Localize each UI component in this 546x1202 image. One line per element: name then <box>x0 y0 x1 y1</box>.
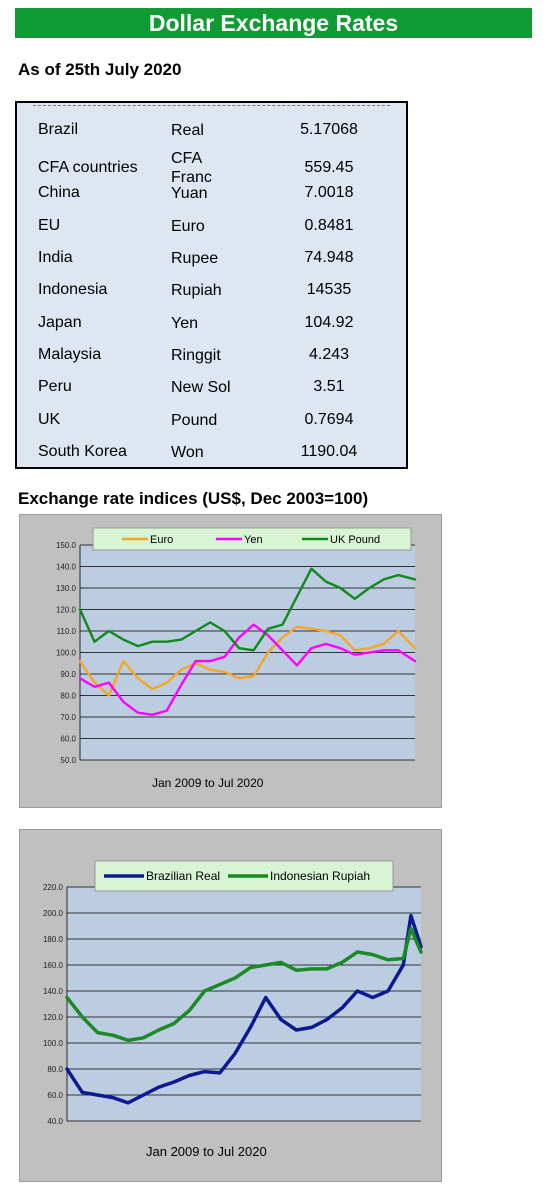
y-tick-label: 100.0 <box>56 649 77 658</box>
currency-cell: Euro <box>171 218 205 235</box>
y-tick-label: 140.0 <box>43 987 64 996</box>
series-line-euro <box>78 625 417 697</box>
rate-cell: 74.948 <box>304 249 354 266</box>
chart-1: 150.0 140.0 130.0 120.0 110.0 100.0 90.0 80.0 70… <box>56 527 417 790</box>
country-cell: Peru <box>38 378 72 395</box>
currency-cell: Rupee <box>171 250 219 267</box>
chart-panel-1: 150.0 140.0 130.0 120.0 110.0 100.0 90.0 80.0 70… <box>19 514 442 808</box>
legend-label: Indonesian Rupiah <box>270 869 370 883</box>
x-axis-caption: Jan 2009 to Jul 2020 <box>152 776 264 790</box>
y-tick-label: 120.0 <box>56 606 77 615</box>
legend-label: Yen <box>244 534 263 546</box>
country-cell: India <box>38 249 73 266</box>
rate-cell: 7.0018 <box>304 184 354 201</box>
country-cell: EU <box>38 217 61 234</box>
rate-cell: 14535 <box>306 281 352 298</box>
y-tick-label: 110.0 <box>57 627 77 636</box>
plot-area <box>67 887 421 1121</box>
country-cell: Malaysia <box>38 346 102 363</box>
country-cell: UK <box>38 411 61 428</box>
rate-cell: 3.51 <box>313 378 345 395</box>
y-tick-label: 180.0 <box>43 935 64 944</box>
currency-cell: New Sol <box>171 379 231 396</box>
country-cell: Brazil <box>38 121 79 138</box>
currency-cell: Real <box>171 122 204 139</box>
legend-label: Euro <box>150 534 173 546</box>
y-tick-label: 60.0 <box>47 1091 63 1100</box>
country-cell: Japan <box>38 314 82 331</box>
page-title: Dollar Exchange Rates <box>148 10 399 36</box>
series-line-brazilian-real <box>65 913 423 1105</box>
y-tick-label: 80.0 <box>60 692 76 701</box>
country-cell: China <box>38 184 80 201</box>
legend-box <box>92 527 412 551</box>
country-cell: CFA countries <box>38 159 138 176</box>
rate-cell: 4.243 <box>308 346 350 363</box>
page-title-banner: Dollar Exchange Rates <box>15 8 532 38</box>
country-cell: South Korea <box>38 443 127 460</box>
y-tick-label: 60.0 <box>60 735 76 744</box>
y-tick-label: 120.0 <box>43 1013 64 1022</box>
y-tick-label: 200.0 <box>43 909 64 918</box>
y-tick-label: 70.0 <box>60 713 76 722</box>
legend-label: UK Pound <box>330 534 380 546</box>
country-cell: Indonesia <box>38 281 108 298</box>
rate-cell: 0.7694 <box>304 411 354 428</box>
indices-section-title: Exchange rate indices (US$, Dec 2003=100… <box>18 489 369 508</box>
chart-2: 220.0 200.0 180.0 160.0 140.0 120.0 100.0 80.0 6… <box>43 860 423 1159</box>
legend-label: Brazilian Real <box>146 869 220 883</box>
rate-cell: 559.45 <box>304 159 354 176</box>
table-top-rule <box>33 105 390 106</box>
series-line-yen <box>78 623 417 717</box>
y-tick-label: 80.0 <box>47 1065 63 1074</box>
x-axis-caption: Jan 2009 to Jul 2020 <box>146 1144 267 1159</box>
currency-cell: Rupiah <box>171 282 222 299</box>
currency-cell: Pound <box>171 412 218 429</box>
y-tick-label: 160.0 <box>43 961 64 970</box>
rates-table: Brazil Real 5.17068 CFA countries CFA Franc 5… <box>15 101 408 469</box>
rate-cell: 104.92 <box>304 314 354 331</box>
chart-panel-2: 220.0 200.0 180.0 160.0 140.0 120.0 100.0 80.0 6… <box>19 829 442 1182</box>
y-tick-label: 90.0 <box>60 670 76 679</box>
y-tick-label: 220.0 <box>43 883 64 892</box>
rate-cell: 5.17068 <box>300 121 358 138</box>
rate-cell: 0.8481 <box>304 217 354 234</box>
series-line-indonesian-rupiah <box>65 926 423 1043</box>
y-tick-label: 100.0 <box>43 1039 64 1048</box>
y-tick-label: 40.0 <box>47 1117 63 1126</box>
y-tick-label: 130.0 <box>56 584 77 593</box>
y-tick-label: 150.0 <box>56 541 77 550</box>
y-tick-label: 140.0 <box>56 563 77 572</box>
y-tick-label: 50.0 <box>60 756 76 765</box>
currency-cell: Yen <box>171 315 198 332</box>
currency-cell: Ringgit <box>171 347 221 364</box>
as-of-date: As of 25th July 2020 <box>18 60 182 79</box>
rate-cell: 1190.04 <box>300 443 358 460</box>
currency-cell: CFA Franc <box>171 150 212 186</box>
series-line-uk-pound <box>78 567 417 652</box>
currency-cell: Won <box>171 444 204 461</box>
currency-cell: Yuan <box>171 185 208 202</box>
